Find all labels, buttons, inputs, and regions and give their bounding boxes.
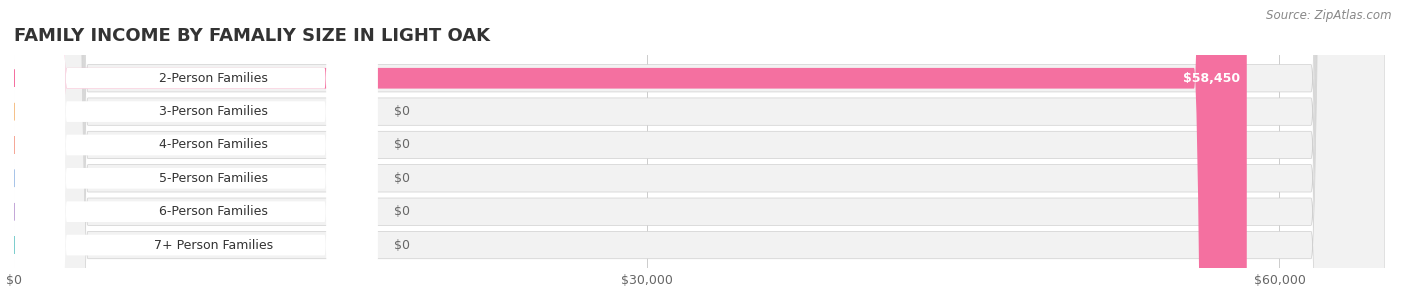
FancyBboxPatch shape (14, 0, 377, 305)
Text: 4-Person Families: 4-Person Families (159, 138, 269, 152)
FancyBboxPatch shape (14, 0, 377, 305)
FancyBboxPatch shape (14, 0, 377, 305)
Text: $58,450: $58,450 (1182, 72, 1240, 85)
FancyBboxPatch shape (14, 0, 1385, 305)
FancyBboxPatch shape (14, 0, 1385, 305)
FancyBboxPatch shape (14, 0, 1385, 305)
Text: 7+ Person Families: 7+ Person Families (155, 239, 273, 252)
FancyBboxPatch shape (14, 0, 1385, 305)
FancyBboxPatch shape (14, 0, 377, 305)
Text: $0: $0 (394, 205, 409, 218)
Text: $0: $0 (394, 105, 409, 118)
Text: FAMILY INCOME BY FAMALIY SIZE IN LIGHT OAK: FAMILY INCOME BY FAMALIY SIZE IN LIGHT O… (14, 27, 491, 45)
Text: Source: ZipAtlas.com: Source: ZipAtlas.com (1267, 9, 1392, 22)
FancyBboxPatch shape (14, 0, 377, 305)
FancyBboxPatch shape (14, 0, 377, 305)
Text: $0: $0 (394, 239, 409, 252)
FancyBboxPatch shape (14, 0, 1385, 305)
Text: $0: $0 (394, 172, 409, 185)
Text: 2-Person Families: 2-Person Families (159, 72, 269, 85)
Text: $0: $0 (394, 138, 409, 152)
Text: 5-Person Families: 5-Person Families (159, 172, 269, 185)
Text: 3-Person Families: 3-Person Families (159, 105, 269, 118)
FancyBboxPatch shape (14, 0, 1247, 305)
FancyBboxPatch shape (14, 0, 1385, 305)
Text: 6-Person Families: 6-Person Families (159, 205, 269, 218)
